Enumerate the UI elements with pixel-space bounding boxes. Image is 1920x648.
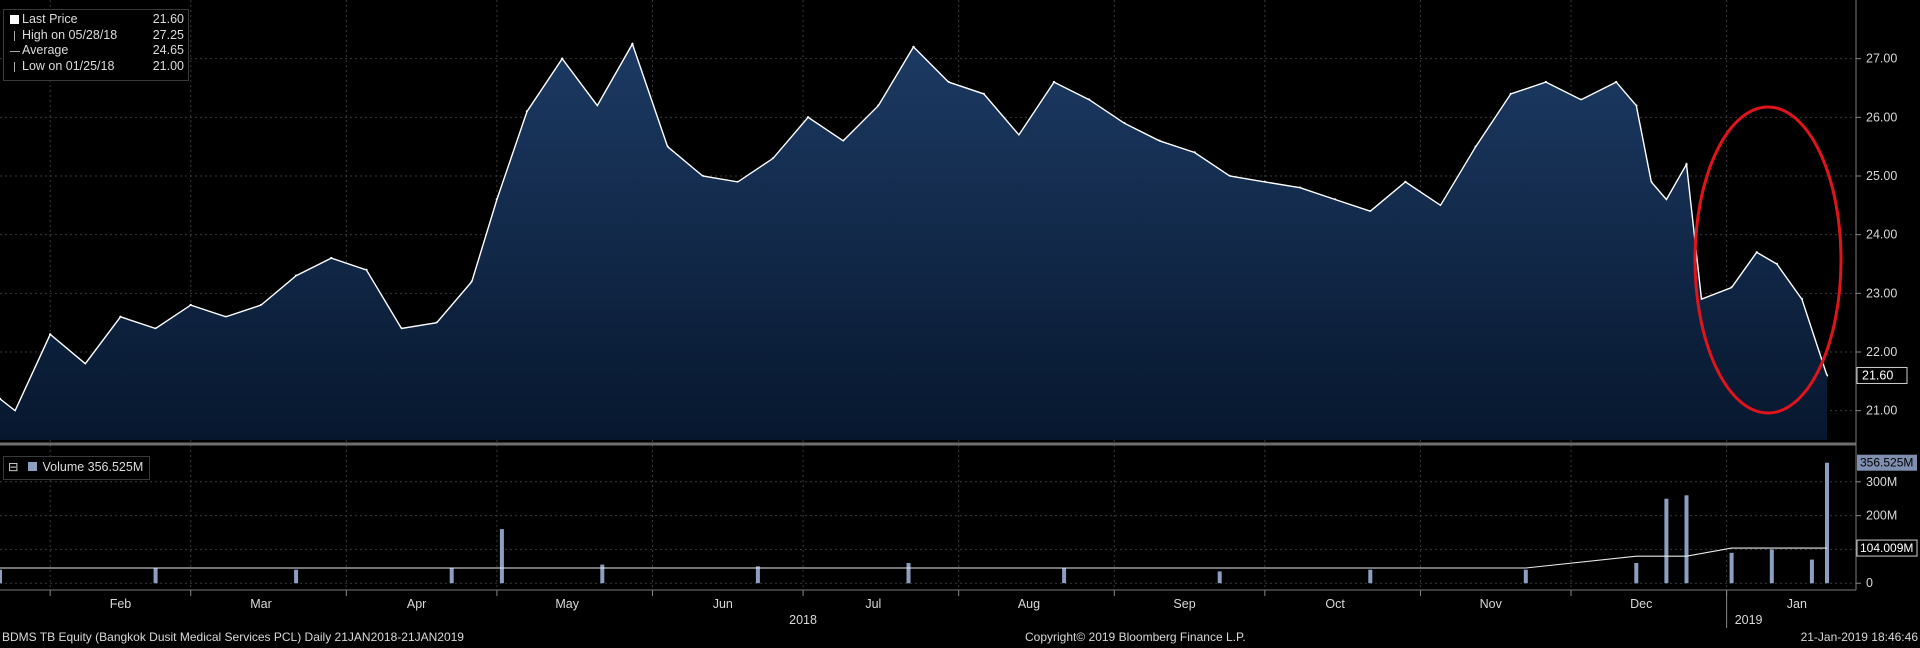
- price-area: [0, 44, 1827, 440]
- high-value: 27.25: [152, 27, 184, 42]
- volume-bar: [499, 529, 504, 584]
- price-tick-label: 25.00: [1866, 169, 1897, 183]
- average-label: Average: [8, 43, 68, 59]
- footer-copyright: Copyright© 2019 Bloomberg Finance L.P.: [1025, 630, 1246, 644]
- volume-legend-label: Volume 356.525M: [42, 460, 144, 474]
- volume-bar: [755, 566, 760, 584]
- volume-bar: [294, 569, 299, 584]
- average-volume-tag: [1856, 539, 1918, 557]
- last-price-label: Last Price: [8, 12, 78, 28]
- month-label: Feb: [110, 597, 132, 611]
- footer-timestamp: 21-Jan-2019 18:46:46: [1800, 630, 1918, 644]
- price-tick-label: 22.00: [1866, 345, 1897, 359]
- volume-bar: [1809, 559, 1814, 584]
- volume-bars: [0, 462, 1829, 584]
- volume-tick-label: 200M: [1866, 509, 1897, 523]
- month-label: Jan: [1787, 597, 1807, 611]
- volume-bar: [1634, 563, 1639, 584]
- low-value: 21.00: [152, 58, 184, 73]
- year-label: 2019: [1735, 613, 1763, 627]
- volume-bar: [1664, 498, 1669, 584]
- volume-bar: [1062, 568, 1067, 584]
- month-label: Oct: [1325, 597, 1345, 611]
- time-axis: Feb Mar Apr May Jun Jul Aug Sep Oct Nov Dec Jan 2018…: [0, 589, 1856, 628]
- average-value: 24.65: [152, 43, 184, 57]
- last-price-value: 21.60: [152, 12, 184, 26]
- footer-security-info: BDMS TB Equity (Bangkok Dusit Medical Se…: [2, 630, 464, 644]
- volume-bar: [153, 568, 158, 584]
- price-tick-label: 26.00: [1866, 110, 1897, 124]
- month-label: Apr: [407, 597, 426, 611]
- price-legend[interactable]: Last Price 21.60 High on 05/28/18 27.25 Av…: [3, 9, 189, 81]
- volume-tick-label: 300M: [1866, 475, 1897, 489]
- low-label: Low on 01/25/18: [8, 59, 114, 75]
- month-label: Sep: [1173, 597, 1195, 611]
- price-tick-label: 23.00: [1866, 286, 1897, 300]
- year-label: 2018: [789, 613, 817, 627]
- volume-bar: [0, 569, 2, 584]
- volume-bar: [1684, 495, 1689, 584]
- average-volume-tag-label: 104.009M: [1860, 541, 1913, 555]
- volume-bar: [906, 563, 911, 584]
- price-line: [0, 42, 1828, 412]
- volume-bar: [1825, 462, 1829, 584]
- last-price-tag: [1856, 366, 1908, 384]
- volume-bar: [449, 568, 454, 584]
- last-volume-tag: [1857, 454, 1917, 471]
- month-label: Jun: [713, 597, 733, 611]
- volume-bar: [1523, 569, 1528, 584]
- month-label: Mar: [250, 597, 272, 611]
- price-tick-label: 24.00: [1866, 228, 1897, 242]
- volume-bar: [600, 564, 605, 584]
- volume-bar: [1769, 549, 1774, 584]
- price-tick-label: 21.00: [1866, 404, 1897, 418]
- last-price-tag-label: 21.60: [1862, 368, 1893, 382]
- last-volume-tag-label: 356.525M: [1860, 456, 1913, 470]
- volume-legend[interactable]: ⊟ Volume 356.525M: [3, 456, 151, 480]
- volume-bar: [1368, 569, 1373, 584]
- price-tick-label: 27.00: [1866, 52, 1897, 66]
- volume-bar: [1217, 571, 1222, 584]
- high-label: High on 05/28/18: [8, 28, 117, 44]
- volume-average-line: [0, 547, 1827, 569]
- annotation-circle: [1693, 105, 1843, 415]
- month-label: Dec: [1630, 597, 1652, 611]
- month-label: May: [555, 597, 579, 611]
- month-label: Jul: [865, 597, 881, 611]
- month-label: Aug: [1018, 597, 1040, 611]
- volume-swatch-icon: [28, 462, 38, 471]
- volume-bar: [1729, 552, 1734, 584]
- volume-tick-label: 0: [1866, 576, 1873, 590]
- month-label: Nov: [1480, 597, 1503, 611]
- price-axis: 21.00 22.00 23.00 24.00 25.00 26.00 27.00 21.60: [1856, 52, 1908, 418]
